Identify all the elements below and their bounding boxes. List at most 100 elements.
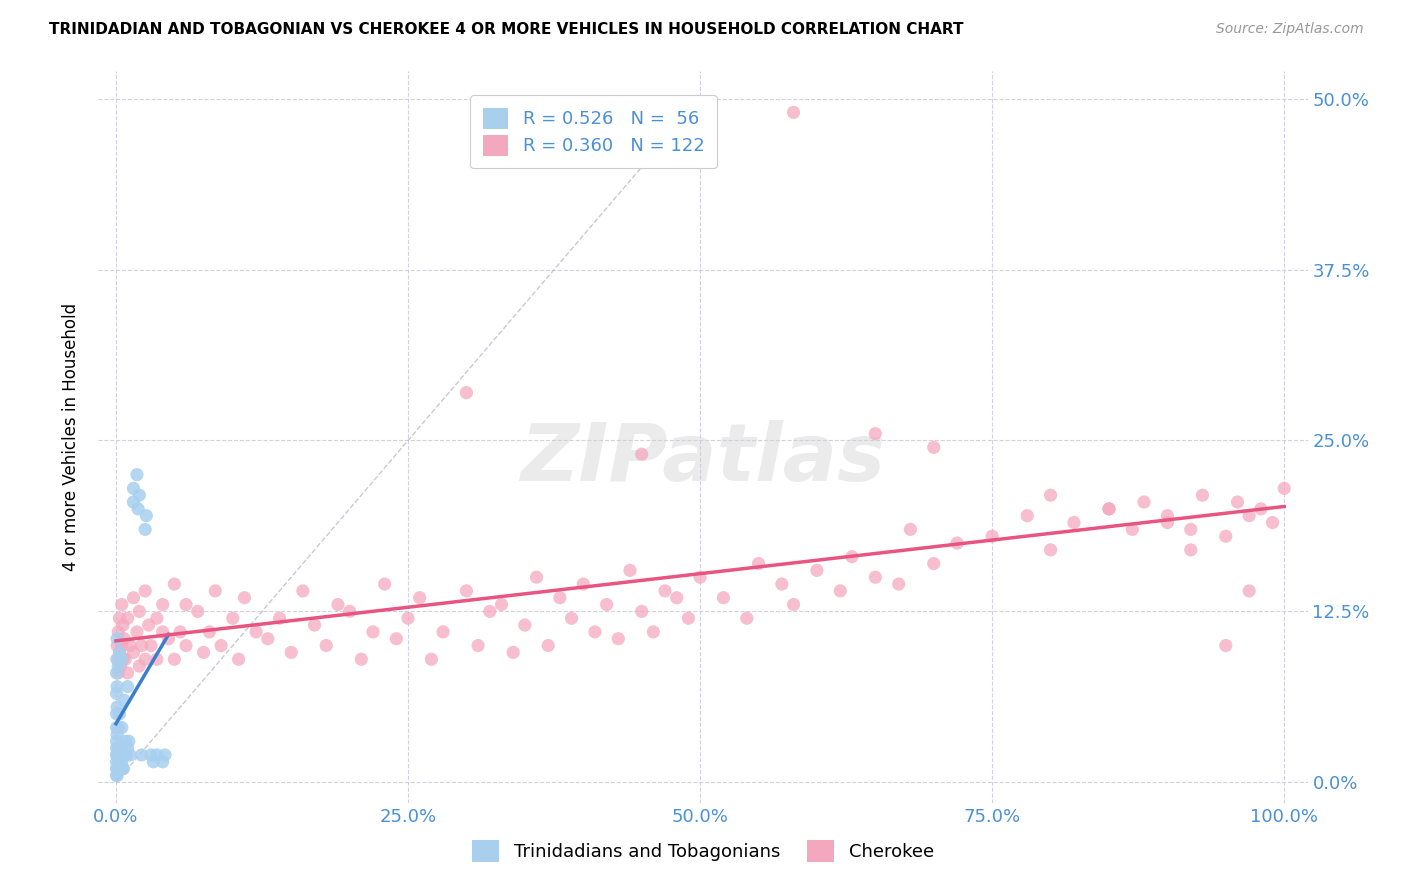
Point — [122, 591, 145, 605]
Point — [105, 706, 128, 721]
Point — [146, 747, 169, 762]
Point — [747, 557, 769, 571]
Point — [105, 741, 128, 756]
Point — [117, 611, 139, 625]
Point — [1191, 488, 1213, 502]
Point — [125, 624, 148, 639]
Point — [256, 632, 278, 646]
Point — [689, 570, 711, 584]
Point — [841, 549, 863, 564]
Point — [654, 583, 676, 598]
Point — [108, 645, 131, 659]
Point — [326, 598, 349, 612]
Point — [339, 604, 361, 618]
Point — [981, 529, 1004, 543]
Point — [111, 598, 134, 612]
Point — [1250, 501, 1272, 516]
Point — [1039, 488, 1062, 502]
Point — [922, 440, 945, 454]
Y-axis label: 4 or more Vehicles in Household: 4 or more Vehicles in Household — [62, 303, 80, 571]
Point — [111, 618, 134, 632]
Point — [1098, 501, 1121, 516]
Point — [630, 604, 652, 618]
Point — [108, 611, 131, 625]
Point — [138, 618, 160, 632]
Point — [110, 659, 132, 673]
Point — [1180, 522, 1202, 536]
Point — [131, 747, 153, 762]
Point — [111, 639, 134, 653]
Point — [163, 577, 186, 591]
Point — [806, 563, 828, 577]
Point — [1237, 508, 1260, 523]
Point — [105, 755, 128, 769]
Point — [1180, 542, 1202, 557]
Point — [107, 659, 129, 673]
Point — [153, 747, 176, 762]
Point — [361, 624, 384, 639]
Point — [112, 747, 135, 762]
Point — [946, 536, 969, 550]
Point — [548, 591, 571, 605]
Point — [713, 591, 735, 605]
Point — [385, 632, 408, 646]
Point — [420, 652, 443, 666]
Point — [128, 604, 150, 618]
Point — [117, 680, 139, 694]
Point — [233, 591, 256, 605]
Point — [112, 762, 135, 776]
Point — [174, 639, 197, 653]
Point — [110, 762, 132, 776]
Point — [630, 447, 652, 461]
Point — [105, 747, 128, 762]
Point — [1063, 516, 1085, 530]
Point — [157, 632, 180, 646]
Point — [1017, 508, 1039, 523]
Point — [304, 618, 326, 632]
Point — [105, 734, 128, 748]
Point — [1133, 495, 1156, 509]
Point — [526, 570, 548, 584]
Point — [456, 385, 478, 400]
Point — [432, 624, 454, 639]
Point — [456, 583, 478, 598]
Point — [127, 501, 149, 516]
Point — [111, 762, 134, 776]
Point — [105, 665, 128, 680]
Point — [572, 577, 595, 591]
Point — [114, 734, 136, 748]
Point — [105, 747, 128, 762]
Point — [108, 755, 131, 769]
Point — [174, 598, 197, 612]
Point — [139, 639, 162, 653]
Point — [105, 762, 128, 776]
Point — [735, 611, 758, 625]
Point — [1121, 522, 1143, 536]
Point — [111, 721, 134, 735]
Point — [1156, 516, 1178, 530]
Point — [922, 557, 945, 571]
Point — [502, 645, 524, 659]
Point — [107, 721, 129, 735]
Point — [643, 624, 665, 639]
Point — [315, 639, 337, 653]
Point — [678, 611, 700, 625]
Point — [865, 426, 887, 441]
Point — [134, 583, 156, 598]
Point — [665, 591, 688, 605]
Point — [467, 639, 489, 653]
Point — [209, 639, 232, 653]
Point — [169, 624, 191, 639]
Point — [152, 624, 174, 639]
Point — [583, 624, 606, 639]
Point — [105, 680, 128, 694]
Point — [478, 604, 501, 618]
Point — [1156, 508, 1178, 523]
Point — [222, 611, 245, 625]
Point — [115, 747, 138, 762]
Point — [134, 522, 156, 536]
Point — [105, 639, 128, 653]
Point — [118, 734, 141, 748]
Point — [122, 495, 145, 509]
Point — [1272, 481, 1295, 495]
